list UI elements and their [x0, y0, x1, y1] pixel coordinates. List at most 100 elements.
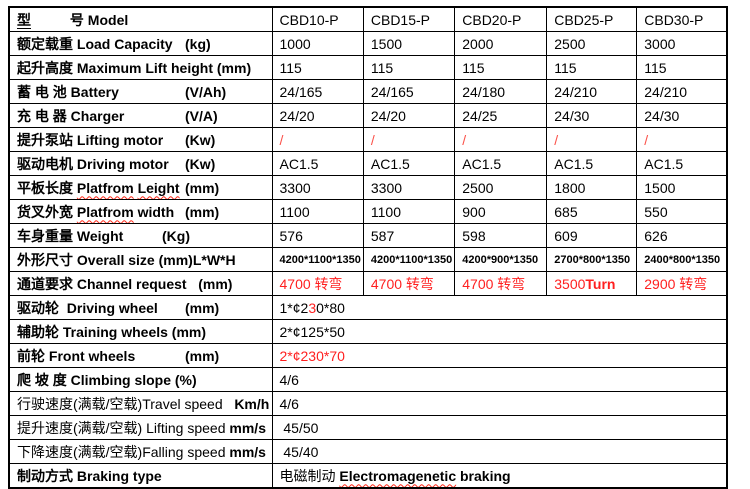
text-segment: 45/50: [279, 419, 319, 436]
table-row-platform-width: 货叉外宽 Platfrom width (mm) 1100 1100 900 685 550: [8, 199, 728, 224]
text-segment: 前轮: [17, 347, 49, 364]
text-segment: 24/210: [554, 83, 598, 100]
row-label-falling-speed: 下降速度(满载/空载)Falling speed mm/s: [8, 439, 273, 464]
row-unit-weight: (Kg): [162, 227, 190, 244]
cell-platform-width-3: 685: [546, 199, 638, 224]
cell-battery-2: 24/180: [454, 79, 548, 104]
text-segment: /: [554, 131, 559, 148]
text-segment: 45/40: [279, 443, 319, 460]
table-row-platform-length: 平板长度 Platfrom Leight (mm) 3300 3300 2500 1800…: [8, 175, 728, 200]
table-row-load-capacity: 额定载重 Load Capacity (kg) 1000 1500 2000 2500 30…: [8, 31, 728, 56]
row-unit-load-capacity: (kg): [185, 35, 211, 52]
cell-model-1: CBD15-P: [362, 6, 456, 32]
cell-battery-1: 24/165: [362, 79, 456, 104]
cell-charger-2: 24/25: [454, 103, 548, 128]
cell-driving-motor-2: AC1.5: [454, 151, 548, 176]
text-segment: 900: [462, 203, 486, 220]
text-segment: 辅助轮: [17, 323, 63, 340]
table-row-battery: 蓄 电 池 Battery (V/Ah) 24/165 24/165 24/180 24/…: [8, 79, 728, 104]
cell-platform-width-2: 900: [454, 199, 548, 224]
text-segment: 2700*800*1350: [554, 253, 631, 266]
row-unit-platform-length: (mm): [185, 179, 220, 196]
row-label-front-wheels: 前轮 Front wheels (mm): [8, 343, 273, 368]
text-segment: 制动方式: [17, 467, 77, 484]
row-label-training-wheels: 辅助轮 Training wheels (mm): [8, 319, 273, 344]
text-segment: AC1.5: [462, 155, 502, 172]
text-segment: 3000: [644, 35, 676, 52]
text-segment: 115: [554, 59, 577, 76]
text-segment: 24/165: [370, 83, 414, 100]
text-segment: 550: [644, 203, 668, 220]
cell-overall-size-1: 4200*1100*1350: [362, 247, 456, 272]
row-label-lift-height: 起升高度 Maximum Lift height (mm): [8, 55, 273, 80]
cell-driving-motor-3: AC1.5: [546, 151, 638, 176]
text-segment: Driving wheel: [66, 299, 158, 316]
cell-overall-size-0: 4200*1100*1350: [271, 247, 364, 272]
text-segment: Weight: [76, 227, 124, 244]
table-row-channel-request: 通道要求 Channel request (mm) 4700 转弯 4700 转弯 4…: [8, 271, 728, 296]
text-segment: Front wheels: [48, 347, 136, 364]
text-segment: 4/6: [279, 395, 299, 412]
table-row-lift-height: 起升高度 Maximum Lift height (mm) 115 115 115 11…: [8, 55, 728, 80]
text-segment: Overall size (mm)L*W*H: [76, 251, 236, 268]
text-segment: 下降速度(满载/空载): [17, 443, 143, 460]
cell-platform-length-1: 3300: [362, 175, 456, 200]
spec-table: 型 号 Model CBD10-P CBD15-P CBD20-P CBD25-P CBD…: [8, 6, 728, 489]
cell-overall-size-2: 4200*900*1350: [454, 247, 548, 272]
text-segment: 行驶速度(满载/空载): [17, 395, 143, 412]
text-segment: 598: [462, 227, 486, 244]
text-segment: 平板长度: [17, 179, 77, 196]
cell-platform-width-4: 550: [636, 199, 728, 224]
text-segment: 3: [308, 299, 317, 316]
text-segment: 1*¢2: [279, 299, 309, 316]
cell-lift-height-0: 115: [271, 55, 364, 80]
text-segment: mm/s: [229, 419, 266, 436]
cell-battery-3: 24/210: [546, 79, 638, 104]
cell-braking-type: 电磁制动 Electromagenetic braking: [271, 463, 728, 489]
row-unit-front-wheels: (mm): [185, 347, 220, 364]
row-label-battery: 蓄 电 池 Battery (V/Ah): [8, 79, 273, 104]
table-row-lifting-speed: 提升速度(满载/空载) Lifting speed mm/s 45/50: [8, 415, 728, 440]
text-segment: Lifting speed: [146, 419, 230, 436]
text-segment: 4200*1100*1350: [279, 253, 361, 266]
text-segment: 24/30: [644, 107, 680, 124]
table-row-braking-type: 制动方式 Braking type 电磁制动 Electromagenetic b…: [8, 463, 728, 489]
text-segment: Model: [87, 11, 129, 28]
row-unit-charger: (V/A): [185, 107, 218, 124]
text-segment: Travel speed: [142, 395, 223, 412]
text-segment: Climbing slope (%): [70, 371, 197, 388]
text-segment: 115: [370, 59, 394, 76]
cell-falling-speed: 45/40: [271, 439, 728, 464]
text-segment: AC1.5: [370, 155, 410, 172]
row-label-weight: 车身重量 Weight (Kg): [8, 223, 273, 248]
spec-sheet: 型 号 Model CBD10-P CBD15-P CBD20-P CBD25-P CBD…: [8, 6, 728, 489]
text-segment: 4700 转弯: [462, 275, 526, 292]
cell-load-capacity-1: 1500: [362, 31, 456, 56]
cell-weight-2: 598: [454, 223, 548, 248]
row-unit-battery: (V/Ah): [185, 83, 227, 100]
text-segment: Platfrom: [76, 179, 134, 196]
text-segment: /: [370, 131, 375, 148]
row-label-overall-size: 外形尺寸 Overall size (mm)L*W*H: [8, 247, 273, 272]
text-segment: 2*¢125*50: [279, 323, 345, 340]
row-label-lifting-speed: 提升速度(满载/空载) Lifting speed mm/s: [8, 415, 273, 440]
text-segment: 4200*900*1350: [462, 253, 539, 266]
text-segment: 4700 转弯: [370, 275, 434, 292]
text-segment: 609: [554, 227, 578, 244]
cell-lifting-speed: 45/50: [271, 415, 728, 440]
cell-driving-motor-0: AC1.5: [271, 151, 364, 176]
text-segment: 1100: [279, 203, 310, 220]
table-row-travel-speed: 行驶速度(满载/空载)Travel speed Km/h 4/6: [8, 391, 728, 416]
row-label-platform-length: 平板长度 Platfrom Leight (mm): [8, 175, 273, 200]
text-segment: CBD15-P: [370, 11, 431, 28]
text-segment: /: [644, 131, 649, 148]
text-segment: Braking type: [76, 467, 162, 484]
text-segment: 1800: [554, 179, 586, 196]
cell-load-capacity-2: 2000: [454, 31, 548, 56]
text-segment: 驱动电机: [17, 155, 77, 172]
cell-lift-height-2: 115: [454, 55, 548, 80]
cell-channel-request-4: 2900 转弯: [636, 271, 728, 296]
text-segment: 2400*800*1350: [644, 253, 721, 266]
cell-platform-length-4: 1500: [636, 175, 728, 200]
cell-driving-motor-1: AC1.5: [362, 151, 456, 176]
